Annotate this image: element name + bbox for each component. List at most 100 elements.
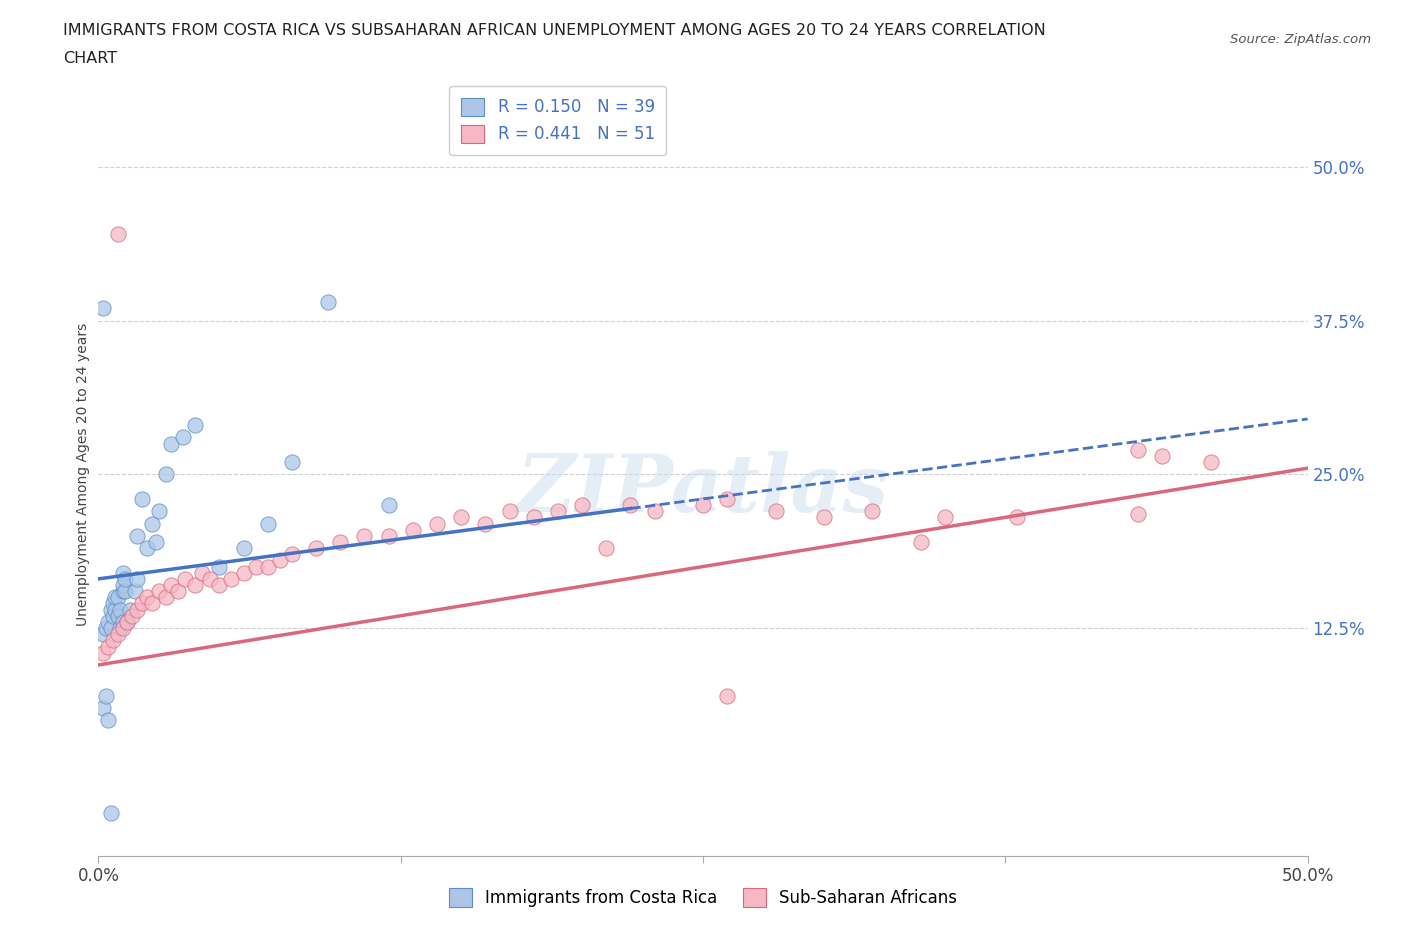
- Point: [100, 620, 122, 635]
- Point: [547, 504, 569, 519]
- Text: Source: ZipAtlas.com: Source: ZipAtlas.com: [1230, 33, 1371, 46]
- Point: [644, 504, 666, 519]
- Point: [450, 510, 472, 525]
- Point: [117, 615, 139, 630]
- Point: [245, 559, 267, 574]
- Point: [94, 688, 117, 703]
- Point: [232, 565, 254, 580]
- Point: [107, 227, 129, 242]
- Point: [135, 540, 157, 555]
- Point: [141, 596, 163, 611]
- Point: [107, 608, 129, 623]
- Point: [101, 633, 124, 648]
- Point: [111, 584, 134, 599]
- Point: [91, 700, 114, 715]
- Point: [716, 491, 738, 506]
- Point: [232, 540, 254, 555]
- Point: [127, 571, 149, 586]
- Point: [118, 602, 141, 617]
- Text: IMMIGRANTS FROM COSTA RICA VS SUBSAHARAN AFRICAN UNEMPLOYMENT AMONG AGES 20 TO 2: IMMIGRANTS FROM COSTA RICA VS SUBSAHARAN…: [63, 23, 1046, 38]
- Point: [1128, 506, 1150, 521]
- Point: [860, 504, 883, 519]
- Point: [107, 627, 129, 642]
- Point: [256, 559, 278, 574]
- Point: [108, 620, 131, 635]
- Point: [160, 578, 183, 592]
- Point: [910, 535, 932, 550]
- Point: [426, 516, 449, 531]
- Point: [813, 510, 835, 525]
- Point: [131, 491, 153, 506]
- Point: [595, 540, 617, 555]
- Point: [256, 516, 278, 531]
- Point: [117, 615, 139, 630]
- Point: [619, 498, 641, 512]
- Text: CHART: CHART: [63, 51, 117, 66]
- Point: [145, 535, 167, 550]
- Point: [131, 596, 153, 611]
- Point: [174, 571, 197, 586]
- Point: [148, 504, 170, 519]
- Text: ZIPatlas: ZIPatlas: [517, 451, 889, 528]
- Point: [94, 620, 117, 635]
- Point: [716, 688, 738, 703]
- Point: [498, 504, 520, 519]
- Point: [353, 528, 375, 543]
- Point: [1007, 510, 1029, 525]
- Point: [124, 584, 146, 599]
- Point: [97, 615, 120, 630]
- Point: [114, 584, 136, 599]
- Point: [108, 602, 131, 617]
- Point: [184, 578, 207, 592]
- Point: [1199, 455, 1222, 470]
- Point: [114, 571, 136, 586]
- Point: [329, 535, 352, 550]
- Point: [208, 578, 231, 592]
- Point: [172, 430, 194, 445]
- Point: [148, 584, 170, 599]
- Point: [221, 571, 243, 586]
- Point: [305, 540, 328, 555]
- Point: [111, 615, 134, 630]
- Point: [135, 590, 157, 604]
- Point: [269, 553, 291, 568]
- Point: [377, 498, 399, 512]
- Point: [191, 565, 214, 580]
- Point: [127, 528, 149, 543]
- Point: [91, 645, 114, 660]
- Point: [281, 547, 304, 562]
- Point: [111, 565, 134, 580]
- Point: [107, 590, 129, 604]
- Point: [377, 528, 399, 543]
- Point: [121, 608, 143, 623]
- Point: [281, 455, 304, 470]
- Point: [127, 602, 149, 617]
- Point: [208, 559, 231, 574]
- Legend: Immigrants from Costa Rica, Sub-Saharan Africans: Immigrants from Costa Rica, Sub-Saharan …: [439, 878, 967, 917]
- Point: [104, 590, 127, 604]
- Point: [1152, 448, 1174, 463]
- Point: [100, 805, 122, 820]
- Point: [91, 300, 114, 315]
- Legend: R = 0.150   N = 39, R = 0.441   N = 51: R = 0.150 N = 39, R = 0.441 N = 51: [450, 86, 666, 155]
- Point: [523, 510, 546, 525]
- Point: [167, 584, 190, 599]
- Point: [101, 608, 124, 623]
- Point: [111, 620, 134, 635]
- Point: [184, 418, 207, 432]
- Point: [160, 436, 183, 451]
- Point: [1128, 443, 1150, 458]
- Point: [402, 523, 425, 538]
- Point: [316, 295, 339, 310]
- Point: [91, 627, 114, 642]
- Point: [97, 713, 120, 728]
- Point: [97, 639, 120, 654]
- Point: [692, 498, 714, 512]
- Point: [141, 516, 163, 531]
- Point: [198, 571, 221, 586]
- Y-axis label: Unemployment Among Ages 20 to 24 years: Unemployment Among Ages 20 to 24 years: [76, 323, 90, 626]
- Point: [101, 596, 124, 611]
- Point: [474, 516, 496, 531]
- Point: [155, 590, 177, 604]
- Point: [765, 504, 787, 519]
